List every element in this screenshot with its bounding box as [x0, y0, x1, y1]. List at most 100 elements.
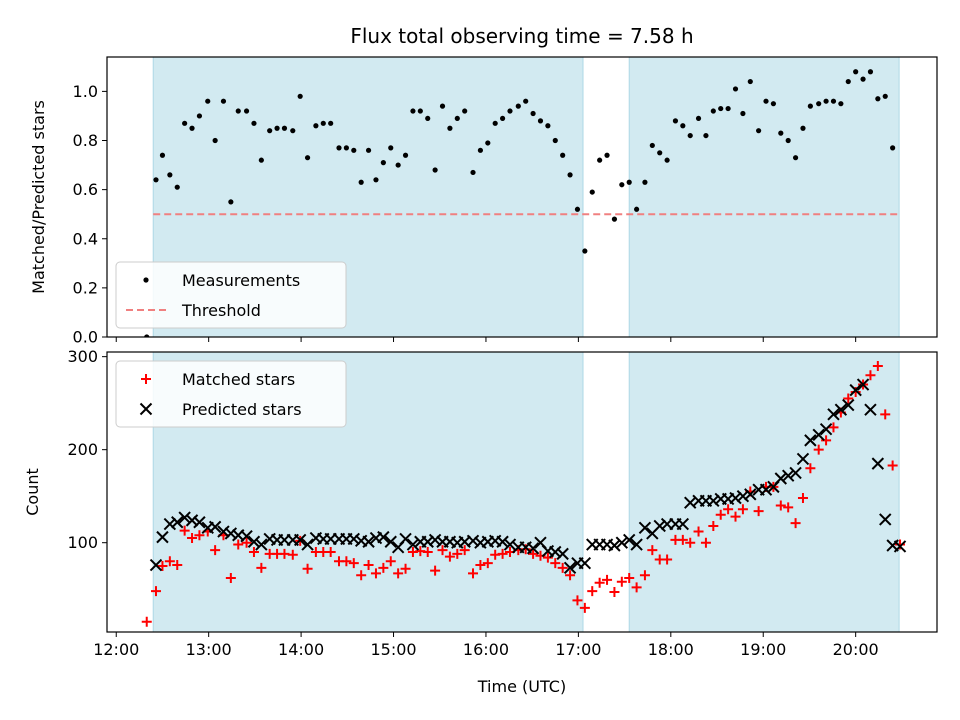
measurements-point-69 — [664, 157, 670, 163]
ratio-panel: 0.0 0.2 0.4 0.6 0.8 1.0 Matched/Predicted star… — [29, 56, 938, 347]
measurements-point-36 — [417, 108, 423, 114]
matched-stars-point-28 — [356, 570, 367, 581]
measurements-point-94 — [853, 69, 859, 75]
predicted-stars-point-19 — [293, 533, 307, 547]
matched-stars-point-50 — [520, 544, 531, 555]
measurements-point-47 — [499, 115, 506, 122]
measurements-point-25 — [336, 145, 342, 151]
predicted-stars-point-20 — [301, 538, 314, 551]
matched-stars-point-4 — [172, 560, 183, 571]
measurements-point-58 — [582, 248, 588, 254]
legend-label: Predicted stars — [182, 400, 302, 419]
matched-stars-point-99 — [887, 460, 898, 471]
matched-stars-point-65 — [631, 582, 642, 593]
matched-stars-point-94 — [850, 387, 861, 397]
measurements-point-10 — [220, 98, 227, 104]
predicted-stars-point-47 — [503, 538, 517, 551]
measurements-point-96 — [867, 69, 874, 75]
matched-stars-point-72 — [685, 537, 696, 548]
matched-stars-point-96 — [865, 370, 876, 381]
chart-title: Flux total observing time = 7.58 h — [350, 24, 693, 48]
matched-stars-point-63 — [616, 576, 627, 587]
measurements-point-97 — [875, 96, 881, 102]
legend-label: Threshold — [181, 301, 261, 320]
predicted-stars-point-37 — [428, 533, 442, 547]
predicted-stars-point-67 — [653, 519, 666, 533]
matched-stars-point-41 — [452, 548, 463, 559]
predicted-stars-point-36 — [421, 535, 434, 548]
matched-stars-point-29 — [363, 560, 374, 571]
measurements-point-74 — [703, 132, 709, 139]
matched-stars-point-12 — [233, 539, 244, 550]
measurements-point-35 — [410, 108, 416, 114]
predicted-stars-point-2 — [163, 517, 177, 531]
measurements-point-16 — [267, 128, 273, 134]
predicted-stars-point-31 — [384, 535, 397, 548]
measurements-point-89 — [816, 101, 822, 107]
measurements-point-38 — [432, 167, 438, 173]
matched-stars-point-30 — [370, 568, 381, 579]
predicted-stars-point-95 — [864, 403, 877, 416]
matched-stars-point-3 — [164, 556, 175, 567]
x-tick-label: 19:00 — [740, 640, 786, 659]
measurements-point-78 — [732, 86, 739, 92]
predicted-stars-point-55 — [563, 561, 577, 575]
matched-stars-point-56 — [565, 570, 576, 581]
panel-frame — [106, 56, 938, 338]
matched-stars-point-81 — [753, 506, 764, 517]
matched-stars-point-37 — [422, 547, 433, 557]
matched-stars-point-7 — [194, 530, 205, 541]
matched-stars-point-84 — [775, 500, 786, 511]
matched-stars-point-90 — [821, 435, 832, 446]
measurements-point-39 — [439, 103, 446, 109]
legend-marker — [139, 402, 153, 416]
predicted-stars-point-10 — [224, 527, 238, 540]
measurements-point-98 — [882, 93, 888, 99]
predicted-stars-point-1 — [156, 530, 169, 544]
y-tick-label: 1.0 — [73, 82, 98, 101]
measurements-point-99 — [890, 145, 896, 151]
matched-stars-point-58 — [579, 602, 590, 613]
measurements-point-31 — [380, 160, 386, 166]
measurements-point-15 — [258, 157, 264, 163]
measurements-point-13 — [243, 108, 250, 114]
predicted-stars-point-99 — [893, 540, 907, 553]
measurements-point-45 — [485, 140, 491, 146]
matched-stars-point-38 — [430, 565, 441, 576]
legend-box — [115, 360, 347, 428]
measurements-point-18 — [281, 125, 288, 131]
predicted-stars-point-9 — [217, 525, 230, 538]
matched-stars-point-79 — [737, 504, 748, 515]
predicted-stars-point-85 — [789, 466, 802, 480]
measurements-point-76 — [718, 105, 724, 112]
matched-stars-point-42 — [459, 545, 470, 556]
matched-stars-point-97 — [872, 360, 883, 371]
matched-stars-point-62 — [609, 587, 620, 597]
x-tick-label: 20:00 — [833, 640, 879, 659]
matched-stars-point-47 — [497, 548, 508, 559]
matched-stars-point-73 — [693, 526, 704, 537]
measurements-point-28 — [358, 179, 364, 185]
measurements-point-22 — [313, 123, 319, 129]
measurements-point-7 — [196, 113, 203, 119]
matched-stars-point-19 — [287, 549, 298, 560]
measurements-point-88 — [807, 103, 813, 109]
matched-stars-point-60 — [594, 577, 605, 588]
matched-stars-point-14 — [248, 547, 259, 557]
measurements-point-62 — [611, 216, 618, 222]
measurements-point-23 — [320, 120, 326, 126]
predicted-stars-point-87 — [804, 434, 817, 447]
measurements-point-30 — [373, 177, 379, 183]
matched-stars-point-53 — [542, 552, 553, 563]
legend-label: Measurements — [182, 271, 300, 290]
measurements-point-17 — [274, 125, 280, 131]
predicted-stars-point-93 — [849, 383, 862, 397]
predicted-stars-point-62 — [615, 536, 629, 549]
measurements-point-12 — [235, 108, 241, 114]
measurements-point-80 — [747, 78, 753, 85]
measurements-point-55 — [560, 152, 566, 158]
measurements-point-68 — [657, 150, 663, 156]
measurements-point-53 — [545, 123, 551, 129]
measurements-point-5 — [182, 120, 188, 126]
